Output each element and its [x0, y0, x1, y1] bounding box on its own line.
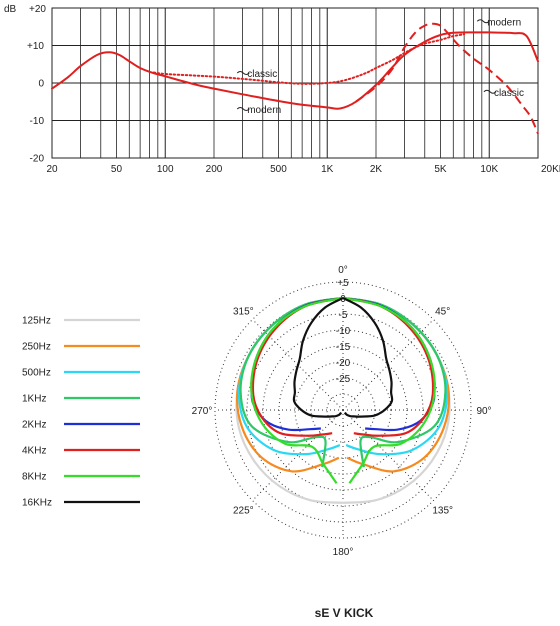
x-tick-label: 50 [111, 164, 123, 175]
x-tick-label: 10K [480, 164, 498, 175]
y-tick-label: +20 [29, 4, 46, 15]
polar-spoke [342, 409, 434, 501]
y-tick-label: +10 [27, 41, 44, 52]
angle-label: 45° [435, 306, 450, 317]
frequency-response-chart: dB +20+100-10-20 20 50 100 200 500 1K 2K 5K 10K 2… [4, 4, 560, 175]
x-tick-label: 100 [157, 164, 174, 175]
y-tick-label: 0 [38, 79, 44, 90]
legend-label: 1KHz [22, 394, 46, 405]
x-tick-label: 20 [46, 164, 58, 175]
y-tick-labels: +20 +10 0 -10 -20 [27, 4, 46, 165]
radius-tick-label: +5 [337, 278, 349, 289]
radius-tick-label: -10 [336, 326, 351, 337]
y-axis-label: dB [4, 4, 17, 15]
y-tick-label: -10 [30, 116, 45, 127]
x-tick-labels: 20 50 100 200 500 1K 2K 5K 10K 20KHz [46, 164, 560, 175]
legend-label: 16KHz [22, 498, 52, 509]
polar-title: sE V KICK [315, 606, 374, 620]
polar-series-8KHz-right [342, 296, 436, 484]
x-tick-label: 20KHz [541, 164, 560, 175]
annotation-tilde-icon [483, 89, 497, 94]
x-tick-label: 500 [270, 164, 287, 175]
series-annotations: modern classic modern classic [236, 17, 524, 116]
series-classic-dashed [355, 22, 539, 134]
polar-spoke [252, 409, 344, 501]
angle-label: 225° [233, 506, 254, 517]
angle-label: 135° [432, 506, 453, 517]
annotation-label: modern [487, 17, 521, 28]
angle-label: 315° [233, 306, 254, 317]
angle-labels: 0° 45° 90° 135° 180° 225° 270° 315° [192, 265, 492, 558]
polar-series [235, 296, 451, 504]
polar-ring [214, 281, 472, 539]
legend-label: 125Hz [22, 316, 51, 327]
annotation-label: classic [494, 88, 524, 99]
legend-label: 250Hz [22, 342, 51, 353]
radius-tick-label: 0 [340, 294, 346, 305]
angle-label: 180° [333, 547, 354, 558]
x-tick-label: 2K [370, 164, 383, 175]
annotation-tilde-icon [476, 19, 490, 24]
series-modern-solid [51, 31, 539, 110]
radius-tick-labels: +5 0 -5 -10 -15 -20 -25 [336, 278, 351, 385]
legend-label: 8KHz [22, 472, 46, 483]
polar-series-16KHz-left [292, 297, 344, 418]
polar-legend: 125Hz 250Hz 500Hz 1KHz 2KHz 4KHz 8KHz 16KHz [22, 316, 140, 509]
angle-label: 90° [476, 406, 491, 417]
legend-label: 500Hz [22, 368, 51, 379]
legend-label: 2KHz [22, 420, 46, 431]
angle-label: 270° [192, 406, 213, 417]
polar-series-16KHz-right [342, 297, 394, 418]
annotation-label: classic [247, 69, 277, 80]
radius-tick-label: -25 [336, 374, 351, 385]
radius-tick-label: -5 [339, 310, 348, 321]
x-tick-label: 1K [321, 164, 334, 175]
polar-pattern-chart: +5 0 -5 -10 -15 -20 -25 0° 45° 90° 135° 180° 225° 27… [22, 265, 492, 620]
y-tick-label: -20 [30, 154, 45, 165]
polar-grid [214, 281, 472, 539]
frequency-series [51, 22, 539, 134]
radius-tick-label: -20 [336, 358, 351, 369]
polar-series-8KHz-left [250, 296, 344, 484]
x-tick-label: 5K [434, 164, 447, 175]
annotation-tilde-icon [236, 107, 250, 111]
legend-label: 4KHz [22, 446, 46, 457]
polar-series-1KHz-right [342, 296, 447, 468]
annotation-tilde-icon [236, 71, 250, 75]
angle-label: 0° [338, 265, 348, 276]
series-classic-dotted [152, 33, 466, 85]
polar-series-1KHz-left [239, 296, 344, 468]
x-tick-label: 200 [206, 164, 223, 175]
annotation-label: modern [247, 105, 281, 116]
radius-tick-label: -15 [336, 342, 351, 353]
